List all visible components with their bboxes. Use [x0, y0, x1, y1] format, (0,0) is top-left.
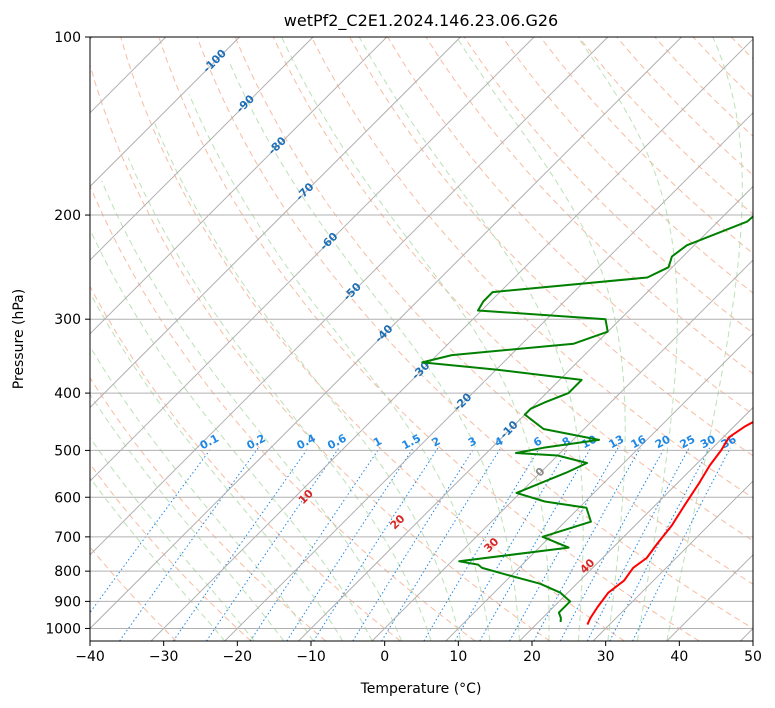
mixing-ratio-line-4: [381, 447, 502, 641]
dry-adiabat-130: [501, 37, 753, 294]
dry-adiabat-40: [158, 37, 700, 641]
x-tick-label: −10: [296, 649, 326, 665]
chart-title: wetPf2_C2E1.2024.146.23.06.G26: [284, 11, 558, 31]
isotherm--50: [90, 37, 609, 556]
x-tick-label: 30: [597, 649, 615, 665]
isotherm-0: [371, 259, 753, 641]
y-axis: 100 200 300 400 500 600 700 800 900 1000: [45, 30, 90, 637]
mixing-ratio-label: 25: [678, 433, 698, 452]
dry-adiabat-60: [234, 37, 753, 585]
y-tick-label: 500: [54, 443, 81, 459]
moist-adiabat--20: [90, 477, 226, 641]
y-tick-label: 300: [54, 312, 81, 328]
isotherm-10: [445, 333, 753, 641]
mixing-ratio-label: 16: [629, 433, 649, 452]
profiles: [421, 215, 753, 626]
dry-adiabat-50: [196, 37, 753, 630]
mixing-ratio-line-20: [559, 447, 665, 641]
dry-adiabat-30: [120, 37, 625, 641]
isotherm--70: [90, 37, 461, 409]
temperature-profile: [586, 420, 753, 626]
y-tick-label: 100: [54, 30, 81, 46]
dry-adiabat-80: [310, 37, 753, 499]
mixing-ratio-label: 30: [698, 432, 718, 451]
mixing-ratio-line-1: [249, 447, 381, 641]
moist-adiabat-20: [228, 61, 520, 641]
y-tick-label: 1000: [45, 621, 81, 637]
x-tick-label: 10: [449, 649, 467, 665]
moist-adiabat-40: [666, 37, 743, 641]
x-tick-label: 40: [670, 649, 688, 665]
y-tick-label: 700: [54, 530, 81, 546]
dry-adiabat-120: [463, 37, 753, 334]
plot-frame: [89, 36, 754, 642]
isotherm-30: [592, 480, 753, 641]
mixing-ratio-line-0.2: [119, 447, 259, 641]
mixing-ratio-line-8: [454, 447, 569, 641]
x-tick-label: −30: [149, 649, 179, 665]
moist-adiabat-0: [90, 228, 373, 641]
y-tick-label: 600: [54, 490, 81, 506]
isotherm--100: [90, 37, 240, 188]
mixing-ratio-label: 20: [653, 432, 673, 451]
x-tick-label: −20: [223, 649, 253, 665]
moist-adiabat--16: [90, 436, 255, 641]
isotherm--40: [90, 37, 682, 630]
y-tick-label: 900: [54, 594, 81, 610]
moist-adiabat--4: [90, 291, 344, 641]
moist-adiabat-16: [188, 94, 491, 641]
dry-adiabat-70: [272, 37, 753, 542]
moist-adiabat-24: [281, 37, 550, 641]
y-axis-label: Pressure (hPa): [11, 289, 27, 389]
dewpoint-profile: [421, 215, 753, 623]
moist-adiabat-4: [101, 180, 403, 641]
y-tick-label: 800: [54, 564, 81, 580]
dry-adiabat-200: [769, 37, 775, 641]
mixing-ratio-line-0.4: [172, 447, 309, 641]
dry-adiabat-20: [90, 63, 551, 641]
mixing-ratio-line-3: [352, 447, 475, 641]
background-lines: [90, 37, 775, 641]
y-tick-label: 400: [54, 386, 81, 402]
isotherm--20: [224, 112, 753, 641]
isotherm-20: [519, 406, 753, 641]
y-tick-label: 200: [54, 208, 81, 224]
isotherm--10: [298, 185, 753, 641]
mixing-ratio-line-30: [609, 447, 711, 641]
mixing-ratio-line-1.5: [286, 447, 414, 641]
moist-adiabat--8: [90, 345, 314, 641]
x-tick-label: 0: [380, 649, 389, 665]
moist-adiabat--12: [90, 393, 285, 641]
moist-adiabat-28: [358, 37, 584, 641]
isotherm--90: [90, 37, 314, 261]
plot-background: [90, 37, 753, 641]
mixing-ratio-label: 13: [607, 433, 627, 452]
mixing-ratio-line-2: [313, 447, 439, 641]
mixing-ratio-line-0.1: [90, 447, 212, 614]
isotherm--80: [90, 37, 388, 335]
dry-adiabat--10: [90, 376, 327, 641]
mixing-ratio-line-25: [586, 447, 690, 641]
isotherm--60: [90, 37, 535, 482]
isotherm--30: [150, 38, 753, 641]
x-tick-label: 50: [744, 649, 762, 665]
x-tick-label: −40: [75, 649, 105, 665]
x-tick-label: 20: [523, 649, 541, 665]
x-axis-label: Temperature (°C): [360, 681, 482, 697]
x-axis: −40 −30 −20 −10 0 10 20 30 40 50: [75, 641, 762, 665]
mixing-ratio-line-0.6: [205, 447, 340, 641]
dry-adiabat--20: [90, 463, 252, 641]
moist-adiabat-36: [577, 37, 678, 641]
